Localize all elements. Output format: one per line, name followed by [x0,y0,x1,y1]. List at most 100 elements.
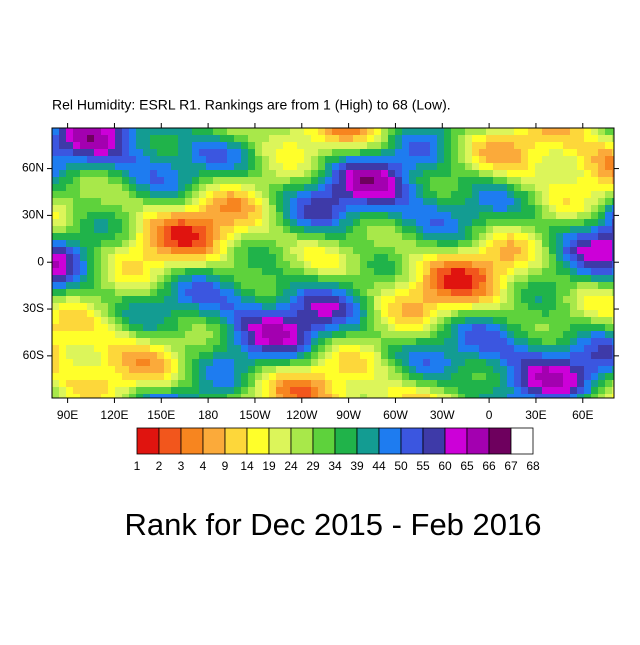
map-cell [500,324,507,331]
map-cell [577,170,584,177]
map-cell [318,247,325,254]
map-cell [493,149,500,156]
map-cell [388,240,395,247]
map-cell [577,135,584,142]
map-cell [59,268,66,275]
map-cell [388,275,395,282]
map-cell [612,219,614,226]
map-cell [129,184,136,191]
map-cell [318,394,325,398]
map-cell [157,212,164,219]
map-cell [451,366,458,373]
map-cell [360,198,367,205]
map-cell [507,352,514,359]
map-cell [563,240,570,247]
map-cell [612,163,614,170]
map-cell [353,275,360,282]
map-cell [255,226,262,233]
map-cell [136,156,143,163]
map-cell [318,331,325,338]
map-cell [269,226,276,233]
map-cell [129,135,136,142]
map-cell [542,373,549,380]
map-cell [129,149,136,156]
map-cell [570,149,577,156]
map-cell [409,198,416,205]
map-cell [136,198,143,205]
map-cell [199,191,206,198]
map-cell [521,177,528,184]
map-cell [388,170,395,177]
map-cell [234,373,241,380]
map-cell [325,163,332,170]
map-cell [409,303,416,310]
map-cell [528,275,535,282]
map-cell [486,275,493,282]
map-cell [444,198,451,205]
map-cell [262,275,269,282]
map-cell [612,317,614,324]
map-cell [395,282,402,289]
map-cell [262,310,269,317]
map-cell [171,128,178,135]
map-cell [528,198,535,205]
map-cell [598,163,605,170]
map-cell [87,331,94,338]
map-cell [591,156,598,163]
map-cell [430,247,437,254]
map-cell [556,142,563,149]
map-cell [381,212,388,219]
map-cell [360,149,367,156]
map-cell [73,282,80,289]
map-cell [206,191,213,198]
map-cell [185,373,192,380]
map-cell [248,205,255,212]
map-cell [584,254,591,261]
map-cell [87,142,94,149]
map-cell [360,387,367,394]
map-cell [584,373,591,380]
map-cell [374,170,381,177]
map-cell [591,317,598,324]
map-cell [444,226,451,233]
map-cell [346,289,353,296]
map-cell [500,317,507,324]
map-cell [115,261,122,268]
map-cell [311,366,318,373]
map-cell [129,156,136,163]
map-cell [122,240,129,247]
map-cell [129,380,136,387]
map-cell [591,170,598,177]
map-cell [276,198,283,205]
map-cell [507,247,514,254]
map-cell [297,128,304,135]
map-cell [395,324,402,331]
map-cell [94,394,101,398]
map-cell [178,261,185,268]
map-cell [430,303,437,310]
map-cell [479,268,486,275]
map-cell [577,352,584,359]
map-cell [577,128,584,135]
map-cell [458,128,465,135]
map-cell [213,205,220,212]
map-cell [528,352,535,359]
map-cell [283,226,290,233]
map-cell [269,233,276,240]
map-cell [556,317,563,324]
map-cell [115,331,122,338]
map-cell [374,135,381,142]
map-cell [94,310,101,317]
map-cell [234,352,241,359]
map-cell [507,128,514,135]
map-cell [577,184,584,191]
map-cell [255,149,262,156]
map-cell [528,254,535,261]
map-cell [304,219,311,226]
map-cell [101,247,108,254]
map-cell [402,205,409,212]
map-cell [136,254,143,261]
map-cell [465,128,472,135]
map-cell [395,317,402,324]
map-cell [241,331,248,338]
